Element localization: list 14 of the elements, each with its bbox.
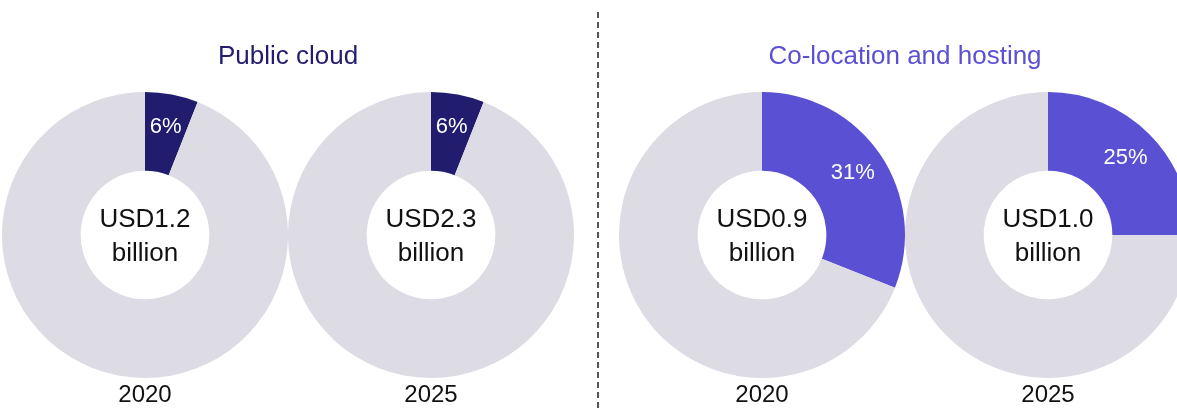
data-label: 6% [149, 113, 182, 139]
text: 2020 [117, 380, 173, 408]
text: USD1.2 billion [98, 202, 192, 269]
text: 2025 [1020, 380, 1076, 408]
text: USD1.0 billion [1001, 202, 1095, 269]
data-label: 25% [1103, 143, 1148, 169]
chart-title: Public cloud [216, 40, 360, 71]
data-label: 6% [435, 113, 468, 139]
text: USD0.9 billion [715, 202, 809, 269]
text: 2025 [403, 380, 459, 408]
text: 2020 [734, 380, 790, 408]
data-label: 31% [830, 159, 875, 185]
text: USD2.3 billion [384, 202, 478, 269]
chart-title: Co-location and hosting [767, 40, 1043, 71]
